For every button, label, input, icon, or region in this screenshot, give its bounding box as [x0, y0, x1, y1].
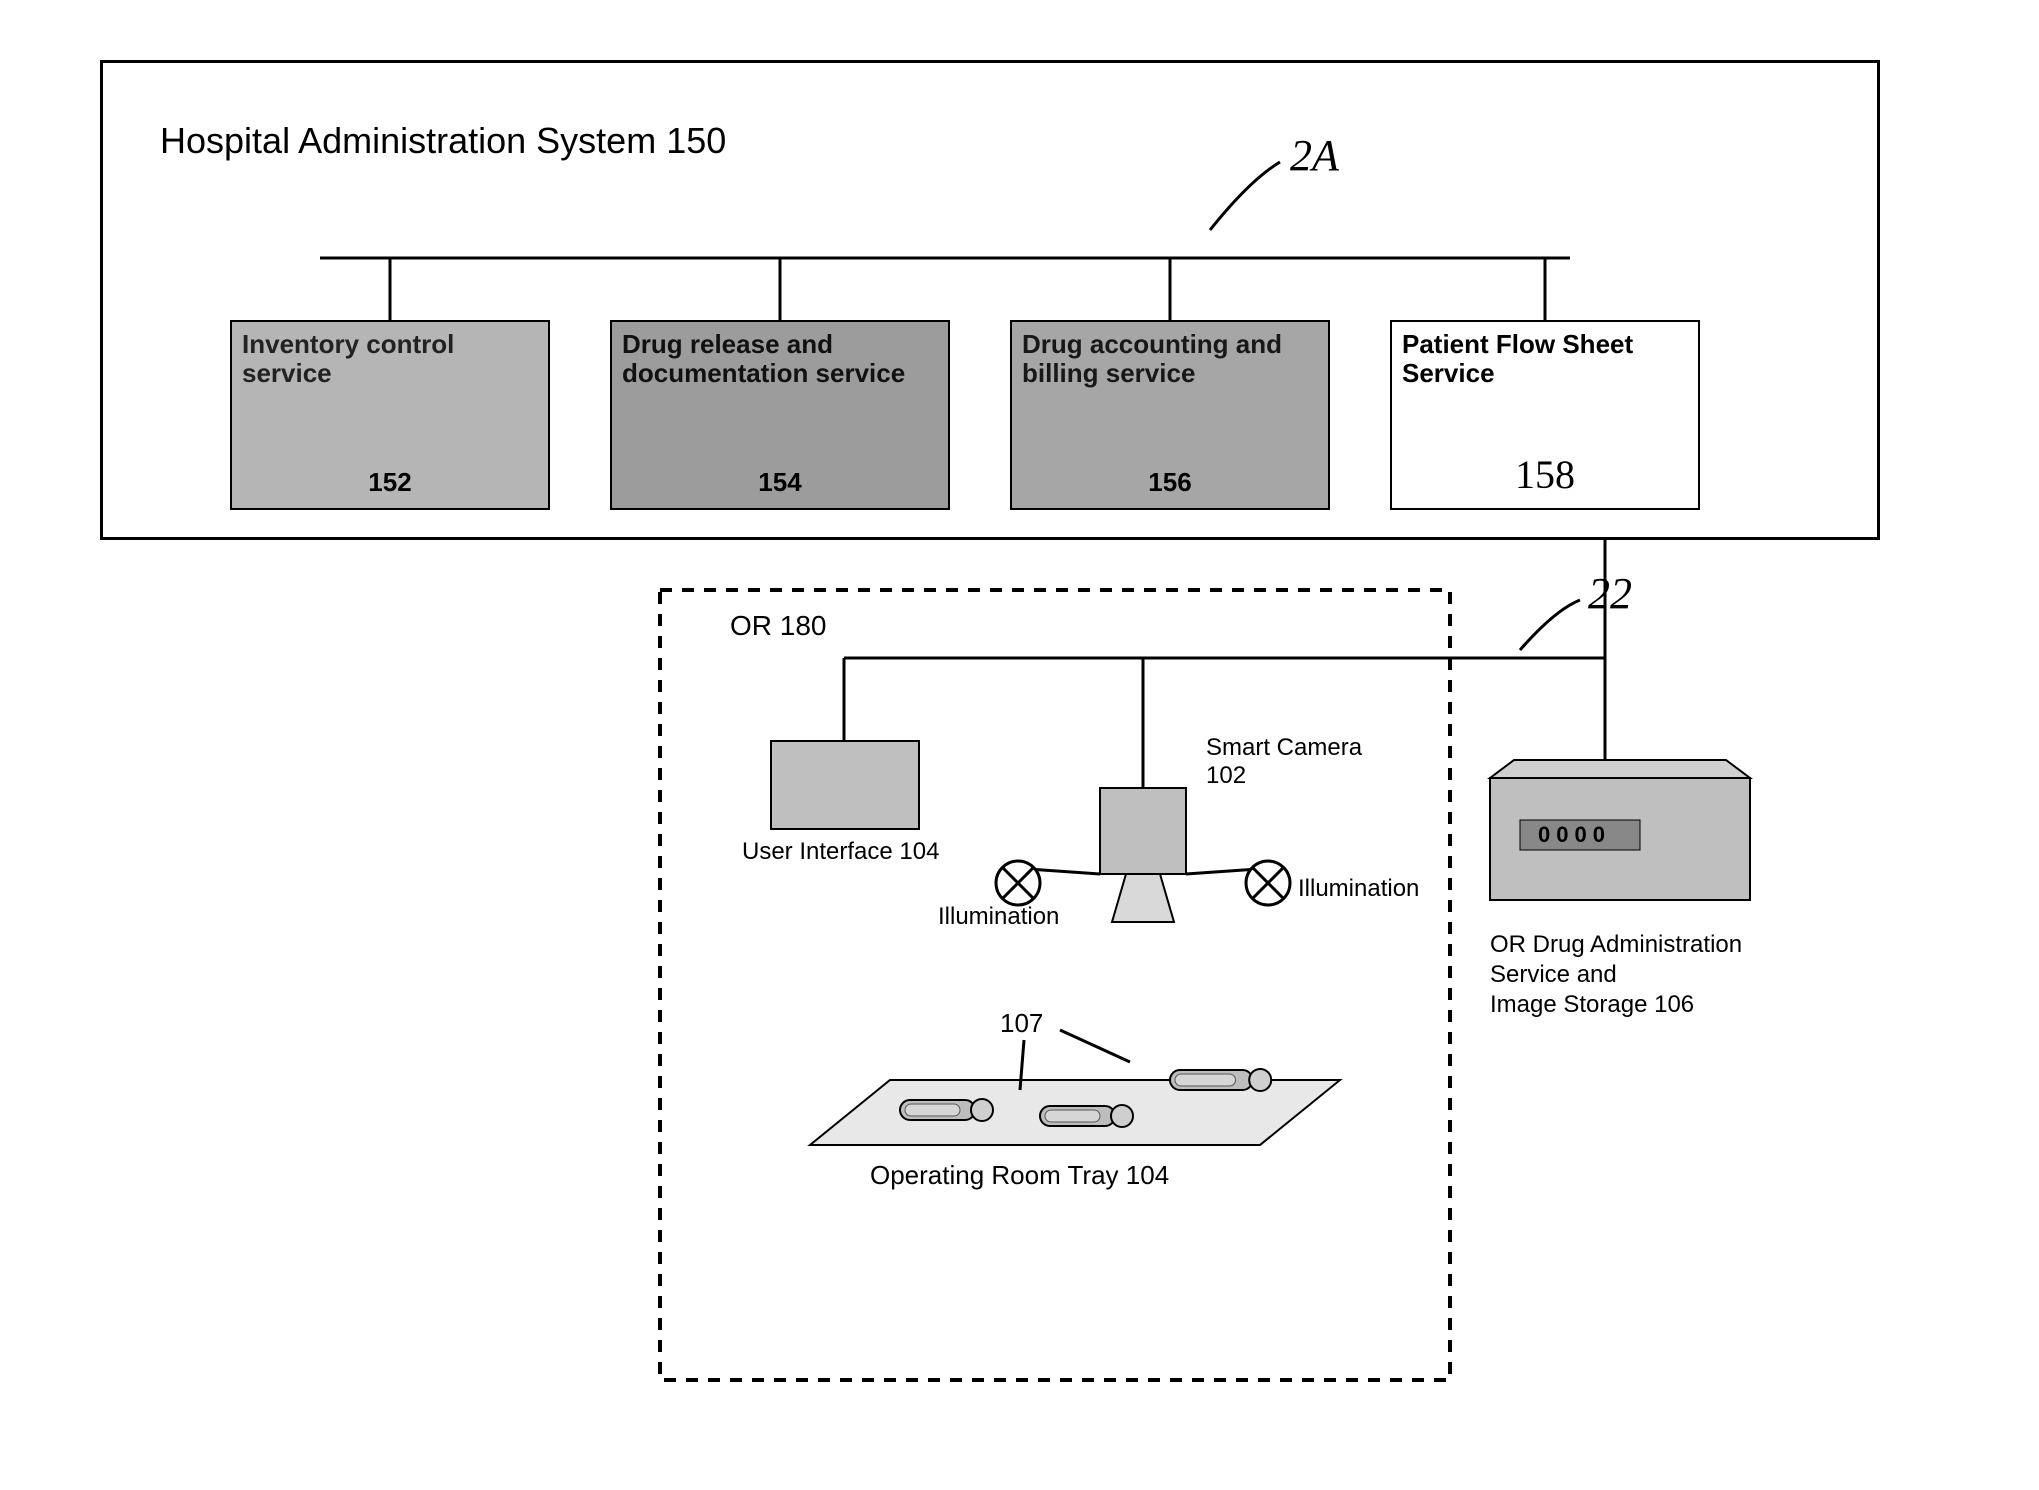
illum-left-label: Illumination: [938, 903, 1059, 931]
service-inventory: Inventory control service 152: [230, 320, 550, 510]
server-display: 0000: [1538, 822, 1611, 847]
server-label: OR Drug AdministrationService andImage S…: [1490, 930, 1810, 1020]
service-title: Patient Flow Sheet Service: [1402, 330, 1688, 387]
service-number: 156: [1022, 467, 1318, 498]
service-number: 158: [1402, 451, 1688, 498]
annotation-22: 22: [1588, 569, 1632, 618]
service-release: Drug release and documentation service 15…: [610, 320, 950, 510]
service-title: Inventory control service: [242, 330, 538, 387]
tray-ref: 107: [1000, 1008, 1043, 1039]
service-title: Drug accounting and billing service: [1022, 330, 1318, 387]
service-accounting: Drug accounting and billing service 156: [1010, 320, 1330, 510]
camera-label: Smart Camera 102: [1206, 734, 1386, 790]
user-interface-label: User Interface 104: [742, 838, 939, 866]
service-flowsheet: Patient Flow Sheet Service 158: [1390, 320, 1700, 510]
admin-title: Hospital Administration System 150: [160, 120, 726, 162]
service-number: 152: [242, 467, 538, 498]
user-interface-box: [770, 740, 920, 830]
illum-right-label: Illumination: [1298, 875, 1419, 903]
tray-label: Operating Room Tray 104: [870, 1160, 1169, 1191]
service-title: Drug release and documentation service: [622, 330, 938, 387]
or-title: OR 180: [730, 610, 827, 642]
service-number: 154: [622, 467, 938, 498]
